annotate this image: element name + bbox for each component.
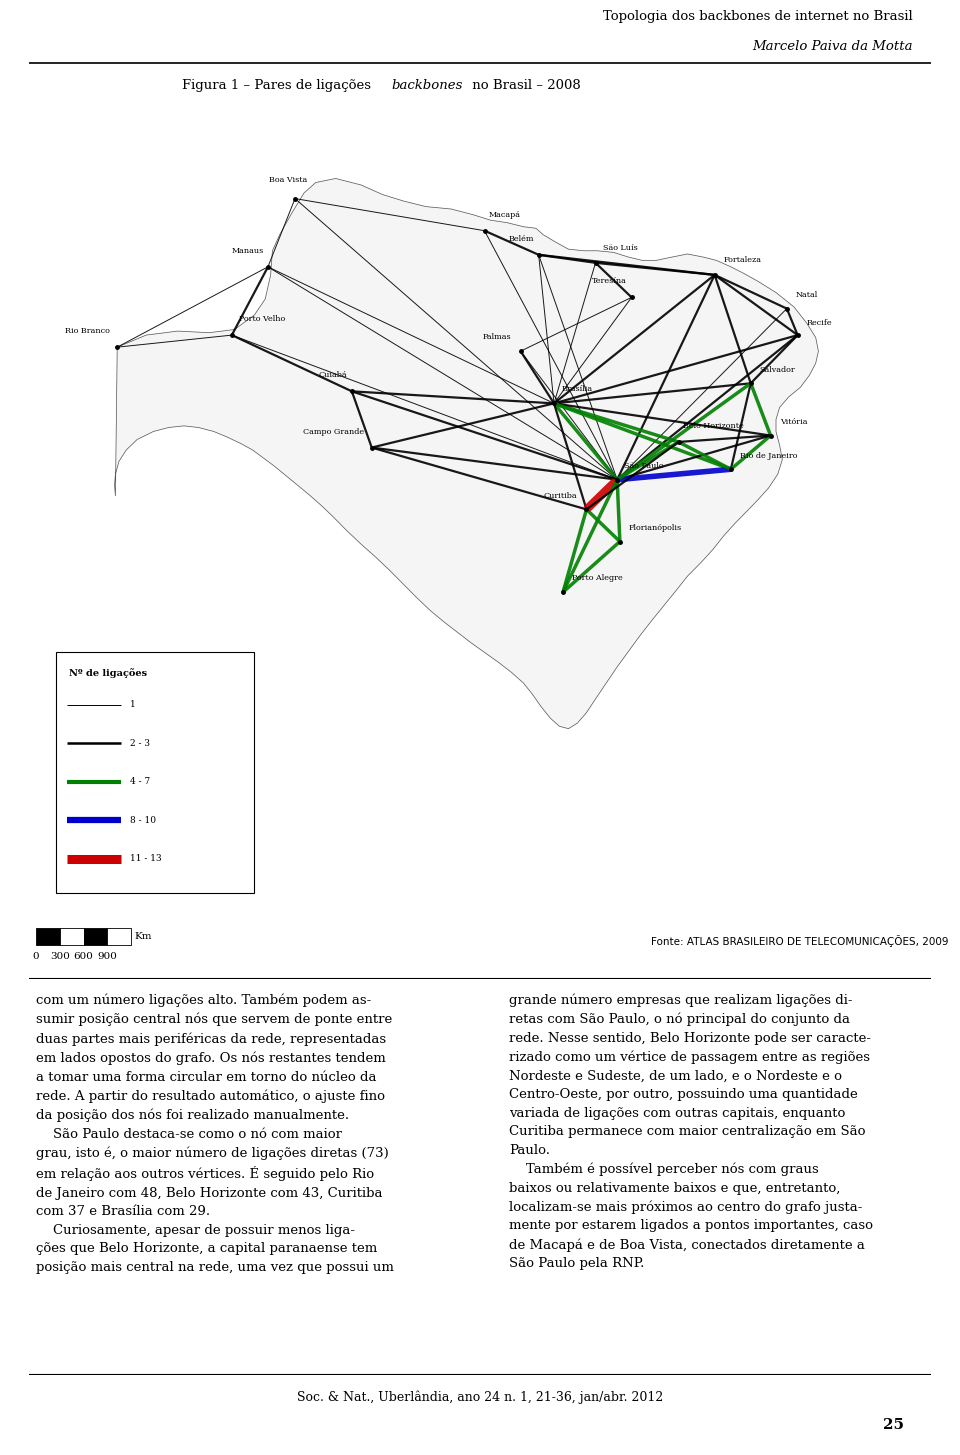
Text: Salvador: Salvador xyxy=(759,365,796,374)
Text: Florianópolis: Florianópolis xyxy=(629,524,682,533)
Text: Vitória: Vitória xyxy=(780,418,807,426)
Text: backbones: backbones xyxy=(392,80,463,92)
Bar xyxy=(56,652,254,893)
Text: Fonte: ATLAS BRASILEIRO DE TELECOMUNICAÇÕES, 2009: Fonte: ATLAS BRASILEIRO DE TELECOMUNICAÇ… xyxy=(651,934,948,947)
Text: Fortaleza: Fortaleza xyxy=(724,256,761,265)
Text: 2 - 3: 2 - 3 xyxy=(130,739,150,748)
Text: Km: Km xyxy=(134,933,152,941)
Text: Natal: Natal xyxy=(796,291,818,298)
Text: Campo Grande: Campo Grande xyxy=(303,428,365,435)
Text: 900: 900 xyxy=(97,952,117,962)
Text: Marcelo Paiva da Motta: Marcelo Paiva da Motta xyxy=(753,41,913,52)
Text: 8 - 10: 8 - 10 xyxy=(130,816,156,825)
Text: Porto Alegre: Porto Alegre xyxy=(572,575,623,582)
Text: Belo Horizonte: Belo Horizonte xyxy=(683,422,744,429)
Text: Rio Branco: Rio Branco xyxy=(65,327,110,335)
Text: Porto Velho: Porto Velho xyxy=(239,316,285,323)
Text: Soc. & Nat., Uberlândia, ano 24 n. 1, 21-36, jan/abr. 2012: Soc. & Nat., Uberlândia, ano 24 n. 1, 21… xyxy=(297,1391,663,1404)
Text: Macapá: Macapá xyxy=(489,211,521,218)
Text: Palmas: Palmas xyxy=(483,333,512,340)
Text: Brasília: Brasília xyxy=(562,386,592,393)
Text: Teresína: Teresína xyxy=(592,278,627,285)
Polygon shape xyxy=(114,179,818,729)
Text: Boa Vista: Boa Vista xyxy=(269,176,307,185)
Text: São Luís: São Luís xyxy=(603,244,637,252)
Text: 300: 300 xyxy=(50,952,70,962)
Text: 1: 1 xyxy=(130,700,135,709)
Text: grande número empresas que realizam ligações di-
retas com São Paulo, o nó princ: grande número empresas que realizam liga… xyxy=(509,994,873,1270)
Text: Figura 1 – Pares de ligações: Figura 1 – Pares de ligações xyxy=(182,80,375,92)
Text: 4 - 7: 4 - 7 xyxy=(130,777,150,786)
Text: 11 - 13: 11 - 13 xyxy=(130,854,161,863)
Text: Manaus: Manaus xyxy=(231,247,263,255)
Text: Belém: Belém xyxy=(509,234,534,243)
Text: Nº de ligações: Nº de ligações xyxy=(69,668,148,678)
Text: no Brasil – 2008: no Brasil – 2008 xyxy=(468,80,581,92)
Text: 0: 0 xyxy=(33,952,39,962)
Text: São Paulo: São Paulo xyxy=(624,463,664,470)
Text: com um número ligações alto. Também podem as-
sumir posição central nós que serv: com um número ligações alto. Também pode… xyxy=(36,994,395,1275)
Text: 600: 600 xyxy=(74,952,93,962)
Text: Rio de Janeiro: Rio de Janeiro xyxy=(740,451,798,460)
Text: Curitiba: Curitiba xyxy=(543,492,578,499)
Text: Recife: Recife xyxy=(806,319,832,327)
Text: 25: 25 xyxy=(883,1417,904,1432)
Text: Topologia dos backbones de internet no Brasil: Topologia dos backbones de internet no B… xyxy=(604,10,913,23)
Text: Cuiabá: Cuiabá xyxy=(319,371,348,380)
